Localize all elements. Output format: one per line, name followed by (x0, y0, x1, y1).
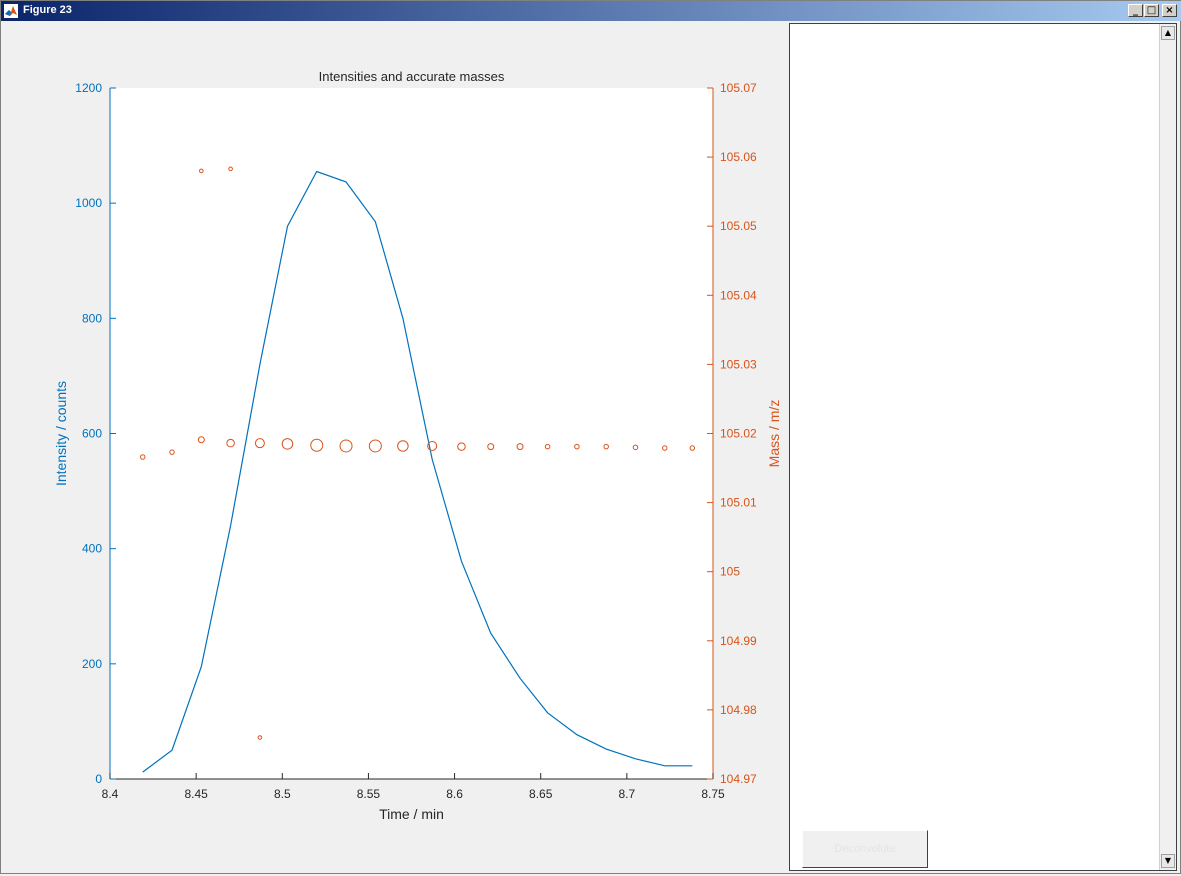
x-tick-label: 8.7 (619, 787, 636, 801)
x-tick-label: 8.75 (701, 787, 725, 801)
chart-svg: 8.4 8.45 8.5 8.55 8.6 8.65 8.7 8.75 0 200 400 600 80… (6, 23, 786, 871)
x-tick-label: 8.4 (102, 787, 119, 801)
y2-tick-label: 105 (720, 565, 740, 579)
minimize-button[interactable]: _ (1128, 4, 1143, 17)
y2-tick-label: 105.04 (720, 288, 757, 302)
x-tick-label: 8.65 (529, 787, 553, 801)
side-panel-scrollbar[interactable]: ▲ ▼ (1159, 24, 1176, 870)
side-panel: ▲ ▼ Deconvolute (789, 23, 1177, 871)
x-tick-label: 8.55 (357, 787, 381, 801)
y-tick-label: 0 (95, 772, 102, 786)
y2-tick-label: 105.05 (720, 219, 757, 233)
close-button[interactable]: × (1162, 4, 1177, 17)
y-tick-label: 600 (82, 427, 102, 441)
x-tick-label: 8.6 (446, 787, 463, 801)
y2-axis-label: Mass / m/z (766, 400, 782, 468)
y-tick-label: 1200 (75, 81, 102, 95)
x-tick-label: 8.45 (184, 787, 208, 801)
scroll-up-button[interactable]: ▲ (1161, 26, 1175, 40)
y2-tick-label: 104.97 (720, 772, 757, 786)
y2-tick-label: 104.99 (720, 634, 757, 648)
y2-tick-label: 105.07 (720, 81, 757, 95)
deconvolute-button[interactable]: Deconvolute (802, 830, 928, 868)
x-tick-label: 8.5 (274, 787, 291, 801)
scroll-down-button[interactable]: ▼ (1161, 854, 1175, 868)
x-axis-label: Time / min (379, 806, 444, 822)
y-tick-label: 1000 (75, 196, 102, 210)
window-title: Figure 23 (23, 4, 72, 16)
matlab-logo-icon (4, 4, 18, 18)
y2-tick-label: 105.01 (720, 496, 757, 510)
maximize-button[interactable]: □ (1144, 4, 1159, 17)
y-tick-label: 800 (82, 311, 102, 325)
title-bar[interactable]: Figure 23 _ □ × (1, 1, 1181, 21)
y-tick-label: 400 (82, 542, 102, 556)
figure-canvas: 8.4 8.45 8.5 8.55 8.6 8.65 8.7 8.75 0 200 400 600 80… (6, 23, 786, 871)
chart-title: Intensities and accurate masses (319, 69, 505, 84)
y-axis-label: Intensity / counts (53, 381, 69, 486)
y-tick-label: 200 (82, 657, 102, 671)
y2-tick-label: 105.03 (720, 357, 757, 371)
y2-tick-label: 105.02 (720, 427, 757, 441)
plot-area (110, 88, 713, 779)
y2-tick-label: 104.98 (720, 703, 757, 717)
y2-tick-label: 105.06 (720, 150, 757, 164)
